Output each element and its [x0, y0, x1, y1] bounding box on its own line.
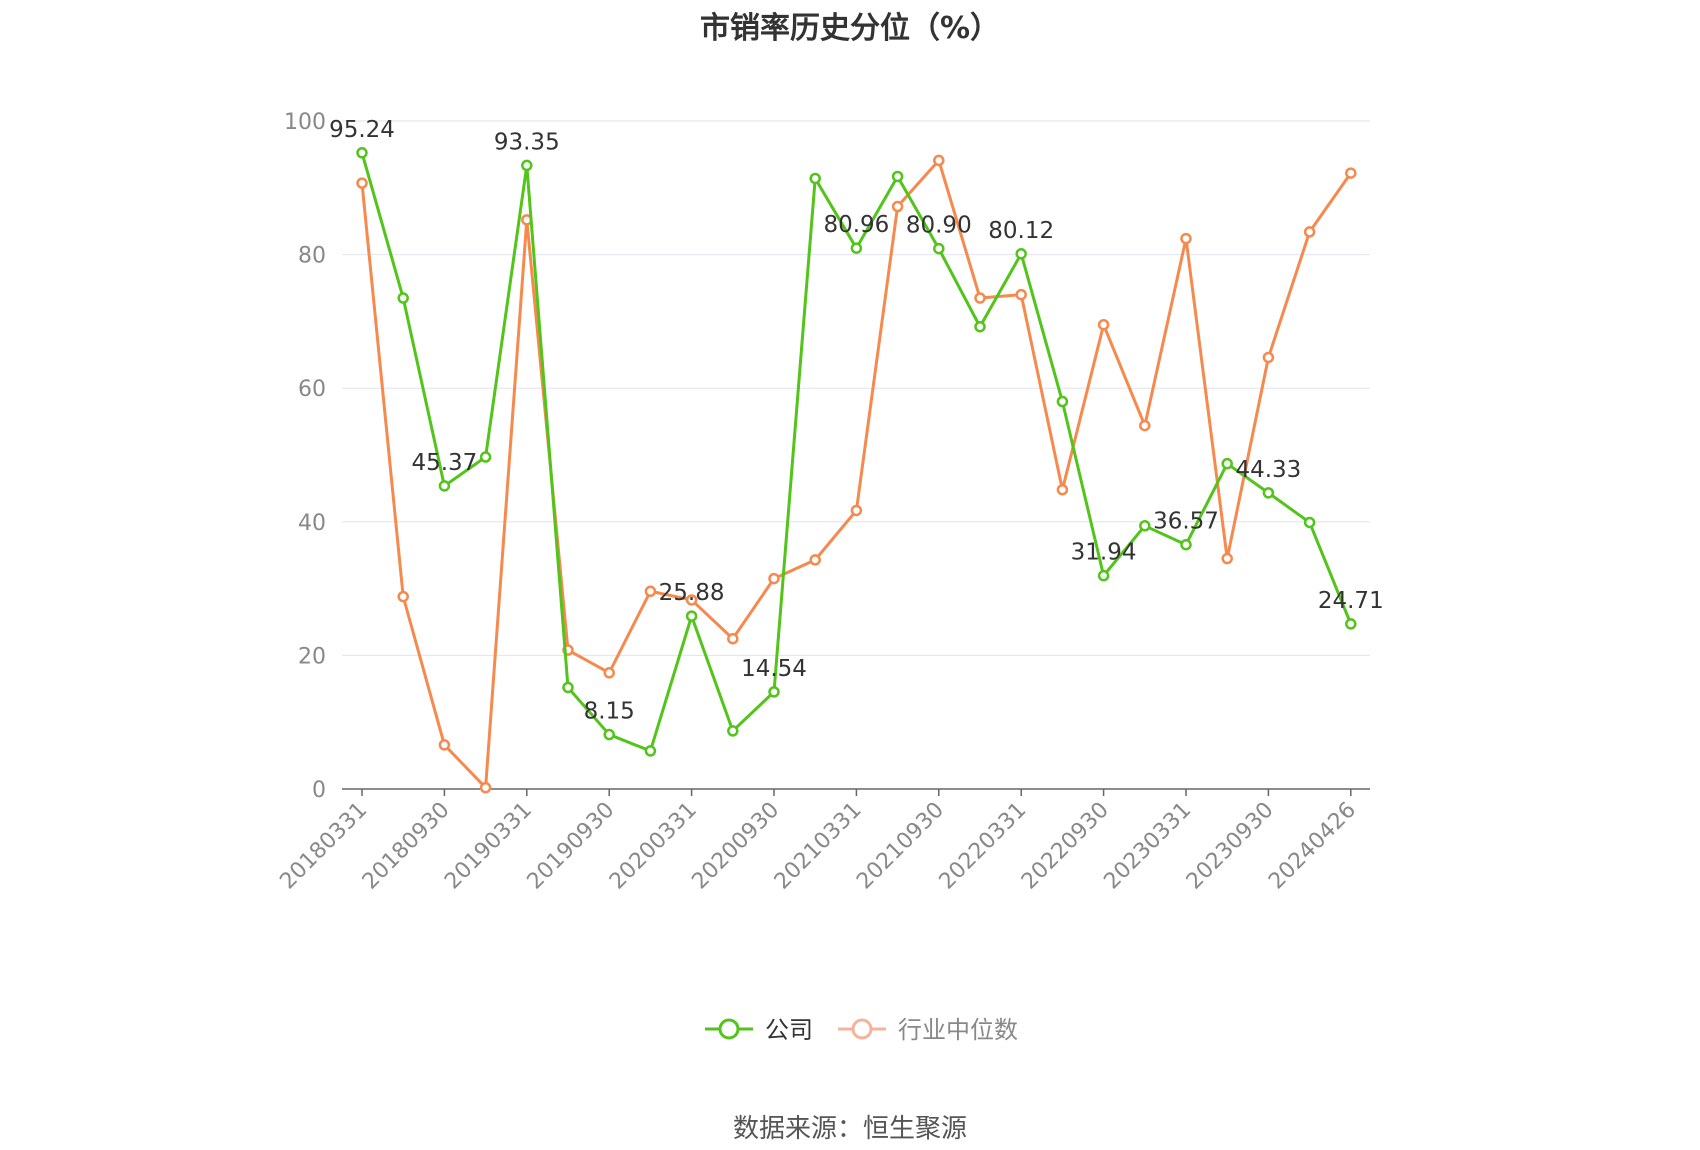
point-industry-20200930 — [768, 572, 780, 585]
x-tick-label-20200930: 20200930 — [687, 798, 784, 895]
point-industry-20210630 — [891, 200, 904, 213]
point-industry-20190930 — [603, 667, 615, 679]
y-tick-label-100: 100 — [284, 110, 326, 135]
x-tick-label-20190331: 20190331 — [440, 798, 537, 895]
data-label-company-20180930: 45.37 — [411, 450, 477, 476]
point-company-20190331 — [521, 159, 533, 172]
legend-company-marker — [718, 1018, 740, 1040]
point-company-20180930 — [438, 480, 451, 492]
point-industry-20210930 — [933, 154, 945, 167]
x-tick-label-20200331: 20200331 — [605, 798, 702, 895]
point-industry-20230630 — [1221, 552, 1233, 565]
point-company-20201231 — [809, 172, 821, 185]
point-industry-20230930 — [1262, 351, 1275, 364]
point-company-20190930 — [603, 728, 615, 741]
data-label-company-20180331: 95.24 — [329, 117, 395, 143]
point-industry-20200331 — [685, 594, 698, 606]
legend-item-company[interactable]: 公司 — [705, 1016, 813, 1044]
point-industry-20180331 — [356, 177, 368, 189]
data-label-company-20190930: 8.15 — [584, 699, 635, 725]
point-company-20210630 — [891, 170, 904, 183]
x-tick-label-20210331: 20210331 — [770, 798, 867, 895]
point-company-20230331 — [1180, 538, 1192, 551]
point-company-20200930 — [768, 686, 780, 698]
legend: 公司 行业中位数 — [705, 1016, 1018, 1044]
data-label-company-20210331: 80.96 — [823, 212, 889, 238]
point-company-20180630 — [397, 292, 409, 304]
x-tick-label-20240426: 20240426 — [1264, 798, 1361, 895]
x-tick-label-20180331: 20180331 — [275, 798, 372, 895]
x-tick-label-20190930: 20190930 — [523, 798, 620, 895]
point-company-20190630 — [562, 681, 574, 694]
x-tick-label-20220930: 20220930 — [1017, 798, 1114, 895]
data-label-company-20200930: 14.54 — [741, 656, 807, 682]
point-company-20180331 — [356, 147, 368, 159]
point-industry-20201231 — [809, 554, 821, 566]
x-tick-label-20220331: 20220331 — [935, 798, 1032, 895]
point-company-20220331 — [1015, 248, 1027, 260]
point-company-20200630 — [727, 725, 739, 737]
point-company-20220930 — [1097, 569, 1110, 582]
point-company-20210930 — [933, 242, 945, 255]
point-industry-20211231 — [974, 292, 986, 304]
point-company-20230930 — [1262, 487, 1275, 499]
legend-industry-marker — [851, 1018, 873, 1040]
x-tick-label-20230331: 20230331 — [1099, 798, 1196, 895]
chart-title: 市销率历史分位（%） — [700, 11, 1000, 46]
point-industry-20210331 — [850, 504, 863, 517]
legend-industry-label: 行业中位数 — [898, 1016, 1018, 1044]
y-tick-label-80: 80 — [298, 244, 326, 269]
point-industry-20240426 — [1345, 167, 1357, 179]
point-company-20231231 — [1303, 516, 1316, 529]
point-industry-20220630 — [1056, 483, 1069, 496]
data-label-company-20230930: 44.33 — [1235, 457, 1301, 483]
x-tick-label-20230930: 20230930 — [1182, 798, 1279, 895]
y-tick-label-40: 40 — [298, 511, 326, 536]
point-industry-20220930 — [1097, 318, 1110, 331]
point-industry-20230331 — [1180, 232, 1192, 245]
point-industry-20221231 — [1139, 419, 1151, 432]
y-tick-label-60: 60 — [298, 377, 326, 402]
legend-item-industry[interactable]: 行业中位数 — [838, 1016, 1018, 1044]
source-text: 数据来源：恒生聚源 — [733, 1114, 967, 1144]
point-company-20200331 — [685, 610, 698, 622]
point-industry-20181231 — [479, 781, 492, 794]
y-tick-label-0: 0 — [312, 778, 326, 803]
data-label-company-20220331: 80.12 — [988, 218, 1054, 244]
data-label-company-20230331: 36.57 — [1153, 509, 1219, 535]
data-label-company-20190331: 93.35 — [494, 129, 560, 155]
point-industry-20191231 — [644, 585, 657, 598]
data-label-company-20240426: 24.71 — [1318, 588, 1384, 614]
data-label-company-20200331: 25.88 — [659, 580, 725, 606]
x-tick-label-20210930: 20210930 — [852, 798, 949, 895]
series-layer — [356, 147, 1357, 794]
point-company-20221231 — [1139, 520, 1151, 532]
point-company-20181231 — [479, 451, 492, 463]
point-industry-20220331 — [1015, 288, 1027, 301]
point-industry-20231231 — [1303, 226, 1316, 238]
point-company-20210331 — [850, 242, 863, 254]
point-company-20240426 — [1345, 618, 1357, 630]
y-tick-label-20: 20 — [298, 644, 326, 669]
point-company-20191231 — [644, 745, 657, 757]
data-label-company-20220930: 31.94 — [1071, 540, 1137, 566]
data-label-layer: 95.24 45.37 93.35 8.15 25.88 14.54 80.96 80.90 8… — [329, 117, 1384, 725]
point-company-20230630 — [1221, 457, 1233, 470]
point-industry-20180930 — [438, 739, 451, 751]
point-company-20211231 — [974, 320, 986, 333]
point-company-20220630 — [1056, 395, 1069, 408]
data-label-company-20210930: 80.90 — [906, 213, 972, 239]
point-industry-20180630 — [397, 590, 409, 603]
legend-company-label: 公司 — [765, 1016, 813, 1044]
point-industry-20200630 — [727, 632, 739, 645]
x-tick-label-20180930: 20180930 — [358, 798, 455, 895]
